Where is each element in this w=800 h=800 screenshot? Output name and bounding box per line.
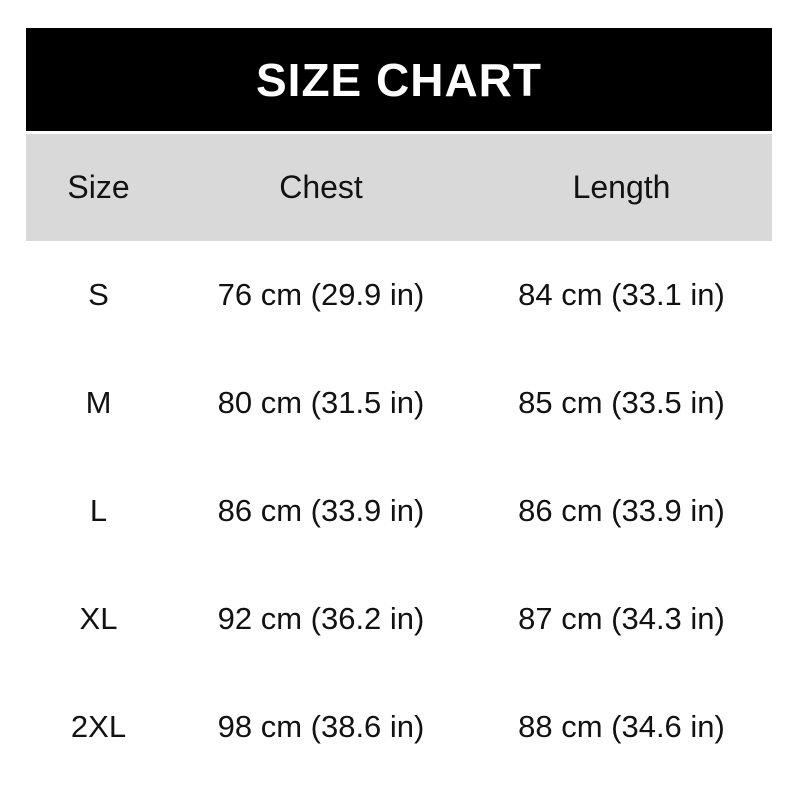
chest-value: 76 cm (29.9 in) [217,277,425,312]
table-row-xl: XL 92 cm (36.2 in) 87 cm (34.3 in) [26,565,772,673]
chest-value: 86 cm (33.9 in) [217,493,425,528]
chest-value: 98 cm (38.6 in) [217,709,425,744]
size-value: XL [79,601,118,636]
length-value: 87 cm (34.3 in) [518,601,725,636]
size-value: L [89,493,108,528]
column-header-size: Size [67,169,130,205]
size-value: 2XL [70,709,127,744]
length-value: 84 cm (33.1 in) [518,277,725,312]
length-value: 85 cm (33.5 in) [518,385,725,420]
column-header-chest: Chest [279,169,363,205]
size-chart-title: SIZE CHART [256,53,542,106]
size-chart-container: SIZE CHART Size Chest Length S 76 cm (29… [26,28,772,781]
length-value: 86 cm (33.9 in) [518,493,725,528]
size-value: M [85,385,112,420]
chest-value: 92 cm (36.2 in) [217,601,425,636]
length-value: 88 cm (34.6 in) [518,709,725,744]
table-row-s: S 76 cm (29.9 in) 84 cm (33.1 in) [26,241,772,349]
table-row-m: M 80 cm (31.5 in) 85 cm (33.5 in) [26,349,772,457]
size-chart-banner: SIZE CHART [26,28,772,131]
table-header-row: Size Chest Length [26,134,772,241]
table-row-2xl: 2XL 98 cm (38.6 in) 88 cm (34.6 in) [26,673,772,781]
table-row-l: L 86 cm (33.9 in) 86 cm (33.9 in) [26,457,772,565]
chest-value: 80 cm (31.5 in) [217,385,425,420]
column-header-length: Length [572,169,671,205]
size-value: S [88,277,109,312]
